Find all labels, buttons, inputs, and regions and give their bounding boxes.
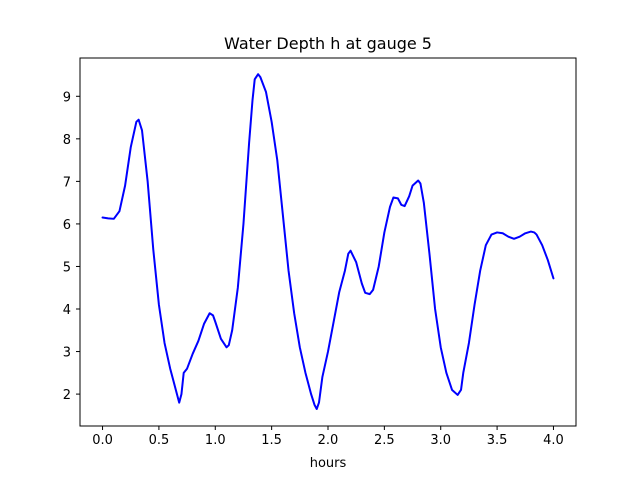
x-tick-label: 4.0	[543, 433, 564, 448]
y-tick-label: 4	[63, 303, 71, 318]
x-tick-label: 2.0	[318, 433, 339, 448]
y-tick-label: 2	[63, 388, 71, 403]
y-tick-label: 8	[63, 133, 71, 148]
x-tick-label: 1.0	[205, 433, 226, 448]
y-tick-label: 6	[63, 218, 71, 233]
x-tick-label: 2.5	[374, 433, 395, 448]
series-line-water-depth	[101, 73, 555, 410]
x-tick-label: 0.0	[92, 433, 113, 448]
y-axis: 2 3 4 5 6 7 8 9	[63, 90, 80, 403]
y-tick-label: 3	[63, 346, 71, 361]
y-tick-label: 5	[63, 260, 71, 275]
y-tick-label: 7	[63, 175, 71, 190]
x-tick-label: 1.5	[261, 433, 282, 448]
x-tick-label: 3.5	[487, 433, 508, 448]
x-axis: 0.0 0.5 1.0 1.5 2.0 2.5 3.0 3.5 4.0	[92, 426, 564, 448]
x-tick-label: 0.5	[149, 433, 170, 448]
x-tick-label: 3.0	[430, 433, 451, 448]
x-axis-label: hours	[310, 456, 347, 471]
chart-title: Water Depth h at gauge 5	[224, 34, 432, 53]
y-tick-label: 9	[63, 90, 71, 105]
